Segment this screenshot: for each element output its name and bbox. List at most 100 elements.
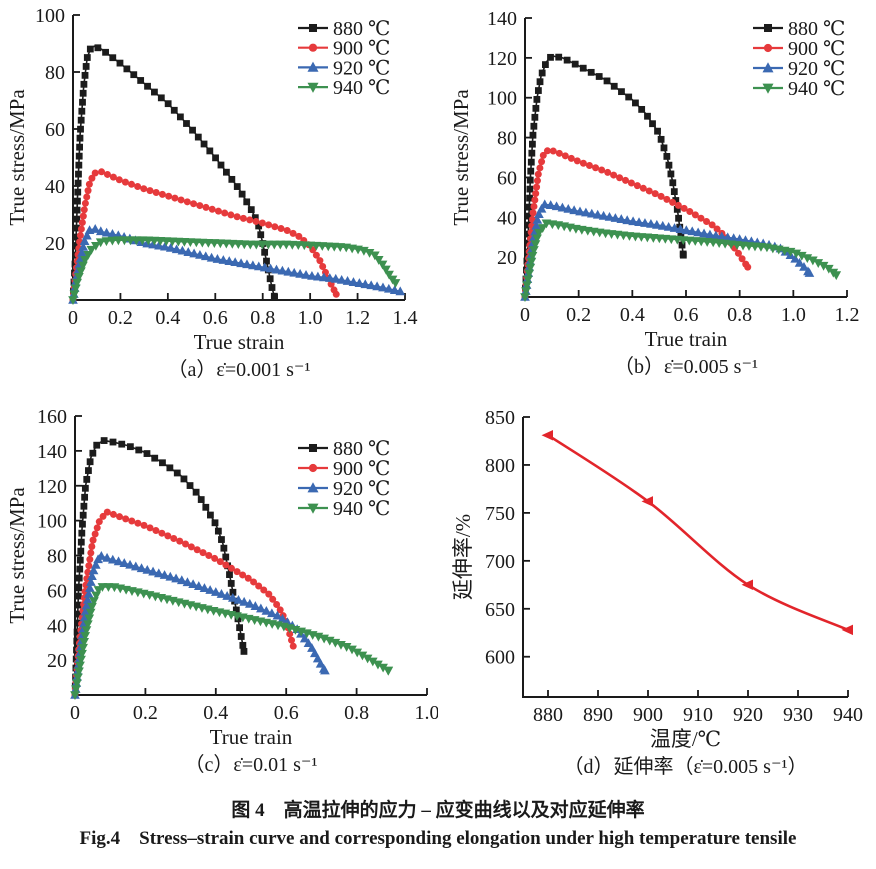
- triangle-down-marker: [75, 661, 85, 671]
- circle-marker: [319, 263, 327, 271]
- square-marker: [73, 628, 81, 636]
- triangle-up-marker: [84, 583, 95, 592]
- square-marker: [183, 120, 190, 127]
- x-tick-label: 0: [70, 702, 80, 724]
- y-tick-label: 750: [485, 503, 515, 525]
- square-marker: [170, 106, 178, 114]
- square-marker: [86, 458, 94, 466]
- y-tick-label: 80: [497, 128, 517, 150]
- triangle-up-marker: [107, 229, 118, 238]
- triangle-left-marker: [641, 496, 653, 507]
- circle-marker: [312, 251, 320, 259]
- subplot-caption-d: （d）延伸率（ε̇=0.005 s⁻¹）: [563, 755, 807, 778]
- x-tick-label: 1.0: [415, 702, 439, 724]
- legend-label: 920 ℃: [333, 57, 390, 79]
- circle-marker: [561, 152, 569, 160]
- circle-marker: [529, 209, 537, 217]
- x-tick-label: 1.0: [298, 307, 323, 329]
- circle-marker: [289, 229, 297, 237]
- triangle-up-marker: [88, 565, 99, 575]
- circle-marker: [536, 164, 544, 172]
- triangle-up-marker: [86, 577, 96, 586]
- triangle-down-marker: [352, 648, 363, 658]
- triangle-down-marker: [364, 248, 375, 258]
- square-marker: [151, 88, 158, 96]
- triangle-up-marker: [319, 272, 329, 282]
- circle-marker: [555, 149, 563, 157]
- square-marker: [73, 206, 81, 214]
- square-marker: [80, 80, 88, 88]
- square-marker: [164, 100, 172, 108]
- square-marker: [79, 89, 87, 97]
- triangle-up-marker: [592, 209, 603, 219]
- triangle-up-marker: [182, 577, 193, 587]
- triangle-down-marker: [791, 249, 802, 259]
- x-axis-label-c: True train: [210, 725, 293, 749]
- triangle-up-marker: [79, 236, 90, 245]
- triangle-down-marker: [78, 643, 88, 653]
- x-tick-label: 0.8: [250, 307, 275, 329]
- square-marker: [85, 467, 92, 474]
- chart-a: 0 0.2 0.4 0.6 0.8 1.0 1.2 1.4 20 40 60 80 100 True st…: [5, 5, 418, 381]
- circle-marker: [227, 211, 235, 219]
- triangle-down-marker: [532, 234, 542, 244]
- y-axis-label-a: True stress/MPa: [5, 89, 29, 226]
- triangle-up-marker: [539, 199, 550, 209]
- circle-marker: [651, 190, 659, 198]
- y-tick-label: 20: [47, 650, 67, 672]
- square-marker: [261, 248, 269, 256]
- triangle-down-marker: [370, 251, 380, 261]
- triangle-down-marker: [307, 82, 319, 93]
- triangle-up-marker: [183, 247, 194, 256]
- triangle-up-marker: [212, 254, 223, 263]
- triangle-up-marker: [283, 266, 294, 276]
- series-920℃: [68, 224, 406, 304]
- triangle-up-marker: [551, 201, 562, 211]
- square-marker: [571, 60, 579, 68]
- chart-d: 880 890 900 910 920 930 940 600 650 700 750 800 850 温…: [451, 407, 863, 778]
- triangle-down-marker: [524, 269, 534, 279]
- triangle-down-marker: [390, 279, 401, 288]
- square-marker: [220, 544, 228, 552]
- circle-marker: [152, 188, 160, 196]
- square-marker: [649, 120, 656, 128]
- circle-marker: [734, 249, 742, 257]
- x-axis-label-d: 温度/℃: [650, 727, 721, 751]
- square-marker: [76, 143, 83, 151]
- triangle-up-marker: [199, 583, 210, 592]
- circle-marker: [146, 524, 154, 532]
- triangle-down-marker: [68, 296, 78, 306]
- chart-c: 0 0.2 0.4 0.6 0.8 1.0 20 40 60 80 100 120 140 160 True…: [5, 406, 440, 776]
- square-marker: [579, 64, 587, 72]
- circle-marker: [708, 221, 716, 229]
- square-marker: [555, 53, 563, 61]
- square-marker: [75, 170, 82, 178]
- square-marker: [563, 56, 571, 64]
- square-marker: [186, 482, 194, 489]
- triangle-up-marker: [271, 264, 282, 274]
- triangle-up-marker: [148, 566, 158, 576]
- triangle-down-marker: [80, 632, 91, 641]
- triangle-down-marker: [307, 503, 319, 514]
- triangle-up-marker: [148, 239, 158, 249]
- legend-label: 940 ℃: [333, 77, 390, 99]
- legend-label: 940 ℃: [788, 78, 845, 100]
- x-tick-label: 0.8: [344, 702, 369, 724]
- square-marker: [587, 68, 595, 76]
- circle-marker: [610, 171, 618, 179]
- triangle-down-marker: [520, 293, 530, 303]
- square-marker: [206, 147, 214, 155]
- square-marker: [176, 113, 184, 121]
- circle-marker: [86, 555, 94, 563]
- legend-label: 920 ℃: [333, 478, 390, 500]
- square-marker: [72, 242, 80, 250]
- triangle-up-marker: [652, 219, 662, 229]
- y-tick-label: 850: [485, 407, 515, 429]
- triangle-down-marker: [525, 263, 536, 273]
- triangle-up-marker: [236, 258, 246, 268]
- square-marker: [529, 140, 536, 148]
- circle-marker: [286, 630, 294, 638]
- y-tick-label: 60: [497, 167, 517, 189]
- series-940℃: [68, 236, 401, 306]
